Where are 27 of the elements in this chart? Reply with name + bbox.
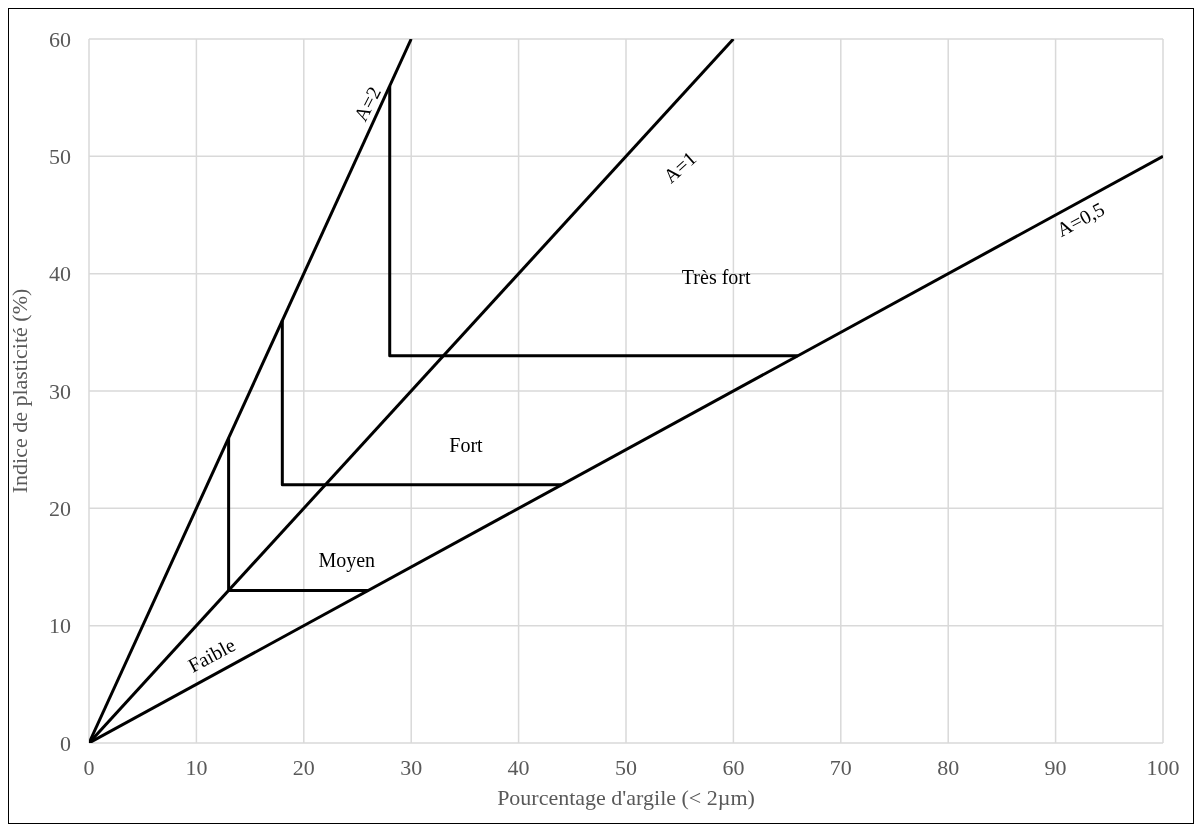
x-tick-label: 100 bbox=[1146, 754, 1180, 780]
annotation: A=0,5 bbox=[1052, 197, 1108, 241]
y-tick-label: 10 bbox=[49, 613, 71, 639]
x-tick-label: 0 bbox=[83, 754, 95, 780]
y-axis-title: Indice de plasticité (%) bbox=[6, 288, 32, 494]
x-tick-label: 10 bbox=[185, 754, 208, 780]
annotation: Fort bbox=[449, 434, 484, 457]
x-tick-label: 80 bbox=[937, 754, 960, 780]
y-tick-label: 0 bbox=[60, 730, 71, 756]
y-tick-label: 50 bbox=[49, 144, 71, 170]
annotation: Moyen bbox=[318, 548, 376, 572]
y-tick-label: 20 bbox=[49, 496, 71, 522]
x-tick-label: 50 bbox=[615, 754, 637, 780]
x-tick-label: 70 bbox=[829, 754, 852, 780]
x-tick-label: 30 bbox=[400, 754, 423, 780]
y-tick-label: 60 bbox=[49, 26, 71, 52]
x-tick-label: 90 bbox=[1044, 754, 1067, 780]
x-tick-label: 20 bbox=[292, 754, 315, 780]
annotation: A=1 bbox=[659, 147, 701, 188]
x-tick-label: 40 bbox=[507, 754, 530, 780]
y-tick-label: 30 bbox=[49, 378, 71, 404]
annotation: Très fort bbox=[681, 265, 752, 288]
annotation: Faible bbox=[184, 633, 239, 677]
x-axis-title: Pourcentage d'argile (< 2µm) bbox=[497, 785, 755, 810]
x-tick-label: 60 bbox=[722, 754, 745, 780]
y-tick-label: 40 bbox=[49, 261, 71, 287]
annotation: A=2 bbox=[349, 82, 386, 125]
